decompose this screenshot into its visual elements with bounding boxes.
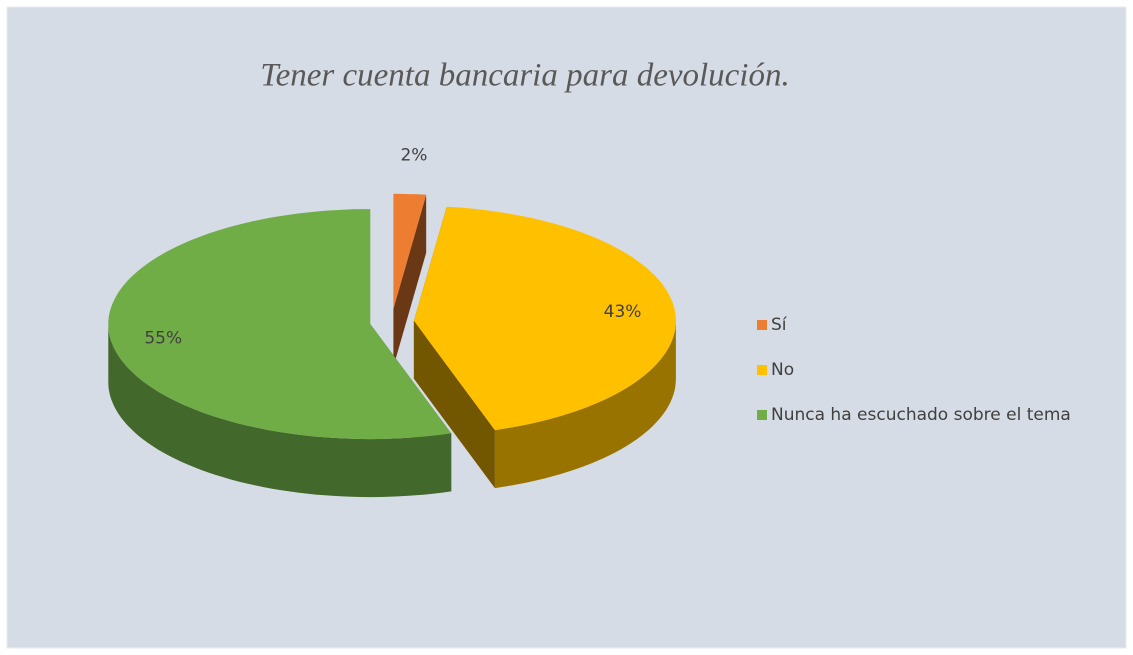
data-label: 2% <box>400 145 427 165</box>
slice <box>413 206 676 431</box>
slice <box>108 209 452 440</box>
slice-face <box>413 320 495 489</box>
legend-label: Nunca ha escuchado sobre el tema <box>771 405 1071 425</box>
slice-side <box>108 324 452 498</box>
slice-face <box>393 194 427 367</box>
legend-swatch <box>757 410 767 420</box>
legend-swatch <box>757 320 767 330</box>
slice <box>393 193 427 309</box>
legend-label: Sí <box>771 315 788 335</box>
data-label: 55% <box>144 328 182 348</box>
legend-label: No <box>771 360 794 380</box>
chart-title: Tener cuenta bancaria para devolución. <box>260 58 789 94</box>
data-label: 43% <box>604 302 642 322</box>
slice-side <box>494 320 676 489</box>
legend-swatch <box>757 365 767 375</box>
